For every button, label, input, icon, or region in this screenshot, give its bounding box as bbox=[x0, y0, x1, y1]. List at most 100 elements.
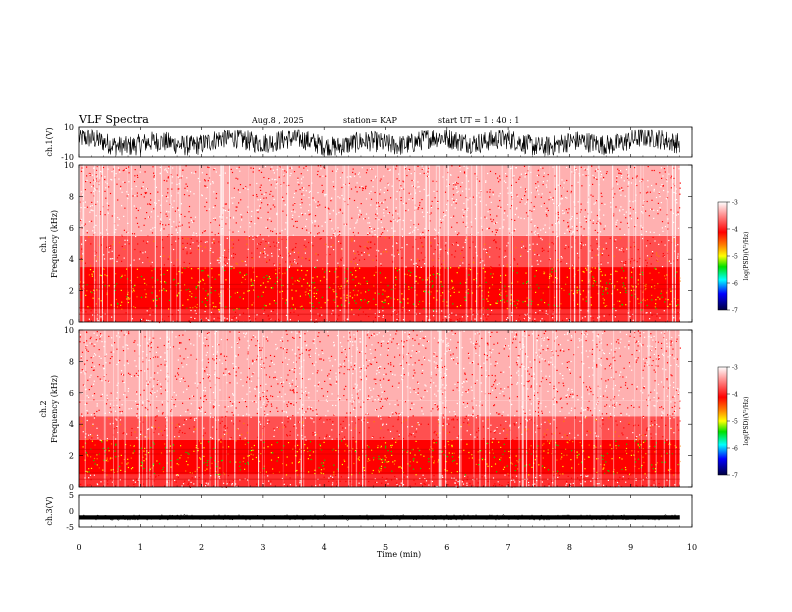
spectrogram-pixel bbox=[299, 278, 300, 279]
spectrogram-pixel bbox=[569, 231, 570, 232]
spectrogram-pixel bbox=[156, 246, 157, 247]
spectrogram-pixel bbox=[468, 452, 469, 453]
spectrogram-pixel bbox=[578, 182, 579, 183]
spectrogram-pixel bbox=[399, 413, 400, 414]
spectrogram-pixel bbox=[203, 447, 204, 448]
spectrogram-pixel bbox=[210, 248, 211, 249]
spectrogram-pixel bbox=[331, 269, 332, 270]
spectrogram-pixel bbox=[336, 376, 337, 377]
spectrogram-pixel bbox=[645, 473, 646, 474]
spectrogram-pixel bbox=[601, 174, 602, 175]
spectrogram-pixel bbox=[186, 389, 187, 390]
spectrogram-pixel bbox=[496, 222, 497, 223]
spectrogram-pixel bbox=[440, 295, 441, 296]
spectrogram-pixel bbox=[664, 168, 665, 169]
spectrogram-pixel bbox=[150, 199, 151, 200]
spectrogram-pixel bbox=[167, 172, 168, 173]
spectrogram-pixel bbox=[571, 340, 572, 341]
spectrogram-pixel bbox=[653, 237, 654, 238]
spectrogram-pixel bbox=[546, 434, 547, 435]
spectrogram-pixel bbox=[361, 203, 362, 204]
spectrogram-pixel bbox=[133, 290, 134, 291]
spectrogram-pixel bbox=[128, 181, 129, 182]
spectrogram-pixel bbox=[357, 207, 358, 208]
spectrogram-pixel bbox=[103, 365, 104, 366]
spectrogram-pixel bbox=[552, 242, 553, 243]
spectrogram-pixel bbox=[625, 290, 626, 291]
spectrogram-pixel bbox=[446, 338, 447, 339]
spectrogram-pixel bbox=[194, 318, 195, 319]
spectrogram-pixel bbox=[672, 413, 673, 414]
spectrogram-pixel bbox=[528, 367, 529, 368]
spectrogram-pixel bbox=[298, 184, 299, 185]
spectrogram-pixel bbox=[632, 201, 633, 202]
spectrogram-pixel bbox=[517, 272, 518, 273]
spectrogram-pixel bbox=[247, 424, 248, 425]
spectrogram-pixel bbox=[621, 277, 622, 278]
spectrogram-pixel bbox=[207, 352, 208, 353]
spectrogram-pixel bbox=[104, 176, 105, 177]
spectrogram-pixel bbox=[174, 480, 175, 481]
spectrogram-pixel bbox=[663, 253, 664, 254]
spectrogram-pixel bbox=[91, 268, 92, 269]
spectrogram-pixel bbox=[199, 483, 200, 484]
spectrogram-pixel bbox=[303, 190, 304, 191]
spectrogram-pixel bbox=[171, 226, 172, 227]
spectrogram-pixel bbox=[638, 451, 639, 452]
spectrogram-pixel bbox=[89, 319, 90, 320]
spectrogram-pixel bbox=[566, 167, 567, 168]
spectrogram-pixel bbox=[380, 253, 381, 254]
spectrogram-pixel bbox=[552, 317, 553, 318]
spectrogram-pixel bbox=[451, 254, 452, 255]
spectrogram-pixel bbox=[340, 210, 341, 211]
spectrogram-pixel bbox=[597, 232, 598, 233]
spectrogram-pixel bbox=[122, 192, 123, 193]
spectrogram-pixel bbox=[213, 406, 214, 407]
spectrogram-pixel bbox=[632, 354, 633, 355]
spectrogram-pixel bbox=[367, 398, 368, 399]
spectrogram-pixel bbox=[517, 300, 518, 301]
spectrogram-pixel bbox=[160, 256, 161, 257]
spectrogram-pixel bbox=[381, 343, 382, 344]
spectrogram-pixel bbox=[584, 272, 585, 273]
spectrogram-pixel bbox=[524, 465, 525, 466]
spectrogram-pixel bbox=[351, 218, 352, 219]
spectrogram-pixel bbox=[360, 211, 361, 212]
spectrogram-pixel bbox=[475, 344, 476, 345]
spectrogram-pixel bbox=[538, 304, 539, 305]
spectrogram-pixel bbox=[308, 379, 309, 380]
spectrogram-pixel bbox=[212, 181, 213, 182]
spectrogram-pixel bbox=[618, 342, 619, 343]
spectrogram-pixel bbox=[291, 168, 292, 169]
spectrogram-pixel bbox=[509, 367, 510, 368]
spectrogram-pixel bbox=[413, 375, 414, 376]
spectrogram-pixel bbox=[608, 429, 609, 430]
spectrogram-pixel bbox=[299, 373, 300, 374]
spectrogram-pixel bbox=[665, 245, 666, 246]
spectrogram-pixel bbox=[303, 168, 304, 169]
spectrogram-pixel bbox=[180, 355, 181, 356]
spectrogram-pixel bbox=[678, 168, 679, 169]
spectrogram-pixel bbox=[517, 264, 518, 265]
spectrogram-pixel bbox=[315, 286, 316, 287]
spectrogram-pixel bbox=[456, 203, 457, 204]
spectrogram-pixel bbox=[626, 212, 627, 213]
spectrogram-pixel bbox=[151, 347, 152, 348]
spectrogram-pixel bbox=[316, 293, 317, 294]
spectrogram-pixel bbox=[337, 169, 338, 170]
spectrogram-pixel bbox=[290, 477, 291, 478]
spectrogram-pixel bbox=[332, 228, 333, 229]
spectrogram-pixel bbox=[388, 183, 389, 184]
spectrogram-pixel bbox=[381, 483, 382, 484]
spectrogram-pixel bbox=[522, 198, 523, 199]
spectrogram-pixel bbox=[162, 224, 163, 225]
spectrogram-pixel bbox=[507, 266, 508, 267]
spectrogram-pixel bbox=[590, 195, 591, 196]
spectrogram-pixel bbox=[378, 250, 379, 251]
spectrogram-pixel bbox=[421, 252, 422, 253]
spectrogram-pixel bbox=[241, 282, 242, 283]
spectrogram-pixel bbox=[620, 339, 621, 340]
spectrogram-pixel bbox=[355, 384, 356, 385]
spectrogram-pixel bbox=[110, 179, 111, 180]
spectrogram-pixel bbox=[630, 213, 631, 214]
